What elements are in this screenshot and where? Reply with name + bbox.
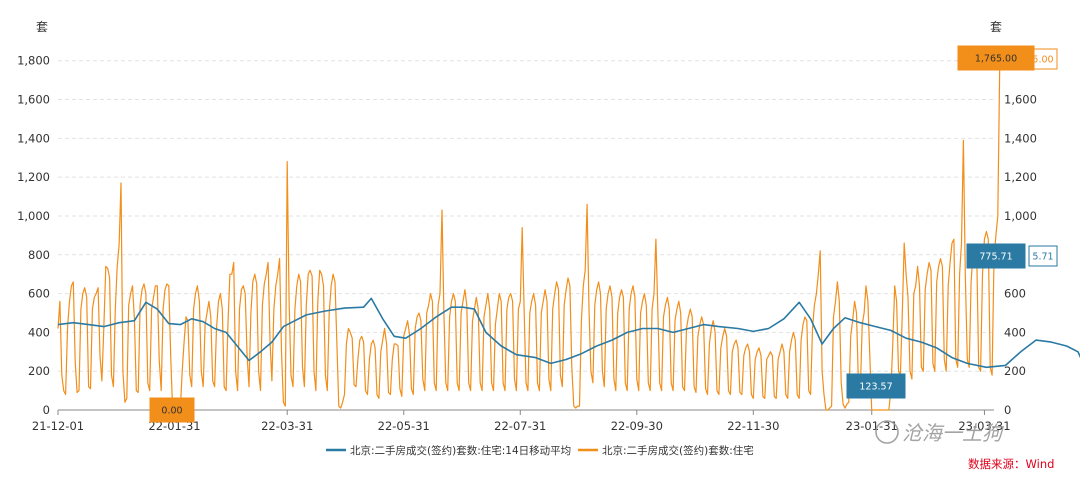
y-tick-left: 800 — [28, 248, 50, 262]
y-tick-right: 1,400 — [1004, 131, 1037, 145]
right-unit-label: 套 — [990, 20, 1002, 34]
x-tick-label: 23-03-31 — [958, 419, 1010, 433]
svg-text:0.00: 0.00 — [161, 406, 182, 417]
svg-text:123.57: 123.57 — [859, 382, 892, 393]
tag-min-daily: 0.00 — [149, 397, 195, 423]
legend-label-ma14: 北京:二手房成交(签约)套数:住宅:14日移动平均 — [350, 444, 571, 457]
y-tick-left: 0 — [43, 403, 50, 417]
y-tick-right: 1,000 — [1004, 209, 1037, 223]
y-tick-right: 1,200 — [1004, 170, 1037, 184]
y-tick-right: 600 — [1004, 287, 1026, 301]
x-tick-label: 22-03-31 — [261, 419, 313, 433]
y-tick-left: 200 — [28, 364, 50, 378]
value-tags: 5.71 5.00 123.57 775.71 1,765.00 0.00 — [149, 45, 1058, 423]
plot-area — [57, 67, 1080, 411]
left-unit-label: 套 — [36, 20, 48, 34]
right-edge-tag-ma14: 5.71 — [1028, 245, 1058, 267]
y-tick-right: 0 — [1004, 403, 1011, 417]
wechat-icon — [875, 420, 899, 444]
y-tick-left: 1,200 — [17, 170, 50, 184]
y-tick-left: 1,000 — [17, 209, 50, 223]
y-tick-right: 1,600 — [1004, 93, 1037, 107]
tag-last-daily: 1,765.00 — [957, 45, 1035, 71]
watermark-text: 沧海一土狗 — [902, 421, 1005, 445]
x-tick-label: 21-12-01 — [32, 419, 84, 433]
series-line-daily — [57, 67, 1001, 411]
svg-text:5.00: 5.00 — [1032, 55, 1053, 66]
y-tick-left: 400 — [28, 325, 50, 339]
watermark: 沧海一土狗 — [875, 420, 1005, 445]
x-tick-label: 22-07-31 — [494, 419, 546, 433]
y-tick-right: 400 — [1004, 325, 1026, 339]
svg-text:1,765.00: 1,765.00 — [975, 54, 1017, 65]
tag-min-ma14: 123.57 — [846, 373, 906, 399]
x-tick-label: 22-09-30 — [611, 419, 663, 433]
tag-last-ma14: 775.71 — [966, 243, 1026, 269]
grid-lines — [58, 60, 994, 411]
series-line-ma14 — [57, 297, 1080, 369]
y-tick-right: 200 — [1004, 364, 1026, 378]
y-tick-left: 600 — [28, 287, 50, 301]
x-tick-label: 23-01-31 — [846, 419, 898, 433]
y-tick-left: 1,400 — [17, 131, 50, 145]
x-tick-label: 22-11-30 — [727, 419, 779, 433]
x-tick-label: 22-05-31 — [378, 419, 430, 433]
legend: 北京:二手房成交(签约)套数:住宅:14日移动平均 北京:二手房成交(签约)套数… — [326, 444, 754, 457]
y-tick-left: 1,800 — [17, 54, 50, 68]
legend-label-daily: 北京:二手房成交(签约)套数:住宅 — [602, 444, 754, 457]
data-source: 数据来源：Wind — [968, 457, 1054, 471]
left-y-axis: 0 200 400 600 800 1,000 1,200 1,400 1,600 1,800 — [17, 54, 50, 417]
x-axis: 21-12-01 22-01-31 22-03-31 22-05-31 22-07-31… — [32, 410, 1011, 433]
y-tick-left: 1,600 — [17, 93, 50, 107]
svg-text:775.71: 775.71 — [979, 252, 1012, 263]
svg-text:5.71: 5.71 — [1032, 252, 1053, 263]
